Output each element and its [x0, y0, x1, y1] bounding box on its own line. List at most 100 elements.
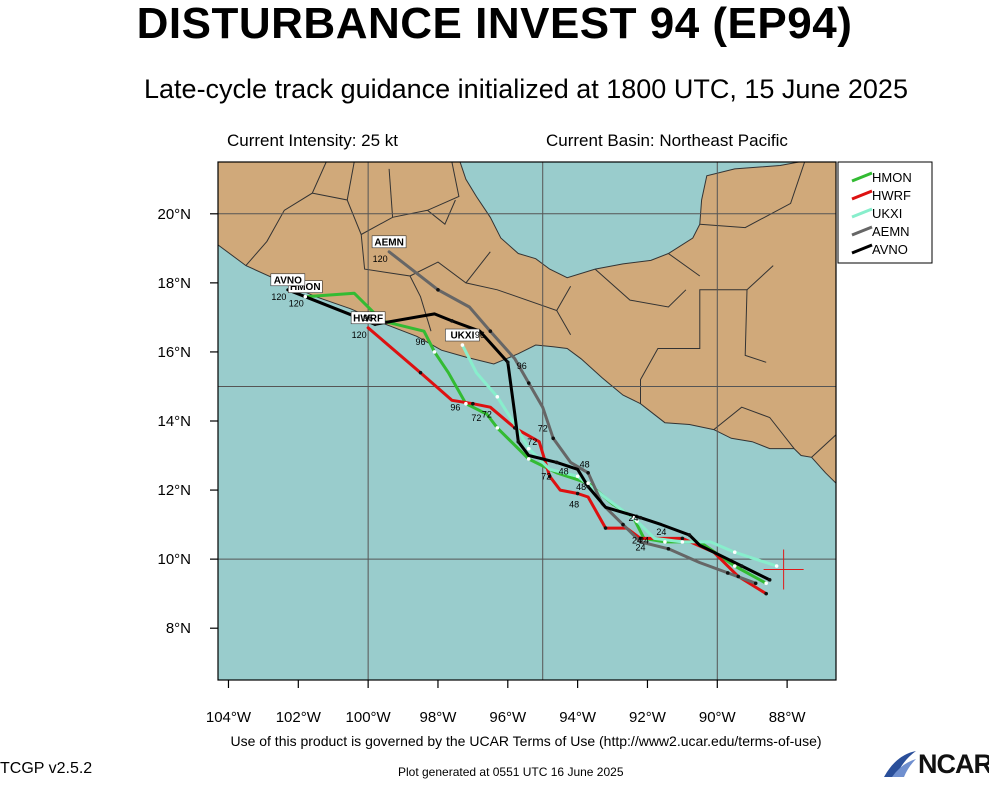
track-point-aemn: [586, 471, 590, 475]
track-point-aemn: [526, 381, 531, 385]
track-point-hmon: [631, 515, 636, 520]
legend-label-ukxi: UKXI: [872, 206, 902, 221]
track-point-ukxi: [575, 474, 580, 479]
track-point-ukxi: [495, 395, 500, 399]
track-point-ukxi: [460, 343, 465, 347]
track-point-hwrf: [736, 574, 741, 579]
track-end-label-box: [445, 328, 480, 342]
border-line: [388, 168, 394, 218]
x-tick-label: 102°W: [276, 709, 322, 726]
track-point-avno: [450, 319, 454, 323]
page-subtitle: Late-cycle track guidance initialized at…: [144, 74, 908, 104]
track-point-aemn: [551, 436, 555, 441]
forecast-hour-label: 72: [482, 410, 492, 420]
track-point-ukxi: [774, 564, 779, 568]
forecast-hour-label: 48: [569, 499, 579, 509]
track-point-hmon: [303, 294, 308, 299]
track-end-label: UKXI: [450, 331, 474, 342]
track-point-hmon: [764, 581, 768, 586]
legend-label-aemn: AEMN: [872, 224, 910, 239]
border-line: [556, 286, 572, 311]
track-point-ukxi: [526, 446, 531, 451]
y-tick-label: 10°N: [157, 551, 191, 568]
ncar-logo: NCAR: [882, 747, 989, 780]
track-point-ukxi: [680, 540, 685, 544]
track-end-label: HWRF: [353, 313, 383, 324]
forecast-hour-label: 72: [527, 437, 537, 447]
border-line: [594, 268, 687, 308]
x-tick-label: 88°W: [769, 709, 807, 726]
x-tick-label: 104°W: [206, 709, 252, 726]
track-end-label: HMON: [290, 282, 321, 293]
legend-label-hmon: HMON: [872, 170, 912, 185]
border-line: [699, 162, 806, 229]
track-point-hwrf: [680, 536, 685, 541]
track-point-avno: [586, 484, 590, 489]
track-point-hwrf: [418, 370, 423, 375]
ncar-logo-icon: [884, 751, 916, 777]
track-point-ukxi: [635, 519, 639, 523]
forecast-hour-label: 96: [475, 330, 485, 340]
track-point-hmon: [586, 481, 590, 485]
forecast-hour-label: 96: [363, 313, 373, 323]
y-tick-label: 16°N: [157, 344, 191, 361]
track-point-avno: [687, 533, 692, 537]
track-end-hour: 120: [289, 299, 304, 309]
track-end-hour: 120: [271, 292, 286, 302]
ncar-logo-text: NCAR: [918, 749, 989, 779]
border-line: [811, 434, 836, 458]
y-tick-label: 8°N: [166, 620, 191, 637]
forecast-hour-label: 24: [628, 513, 638, 523]
track-end-label-box: [270, 273, 306, 287]
border-line: [409, 261, 572, 335]
track-point-hwrf: [575, 491, 580, 496]
model-tracks: [286, 250, 804, 596]
track-point-hmon: [495, 426, 500, 430]
y-tick-label: 12°N: [157, 482, 191, 499]
forecast-hour-label: 24: [656, 527, 666, 537]
track-point-aemn: [488, 329, 493, 334]
legend-swatch-aemn: [851, 225, 873, 237]
border-line: [713, 406, 795, 449]
track-aemn: [387, 250, 758, 585]
border-line: [346, 162, 355, 201]
track-point-hmon: [464, 401, 468, 406]
track-point-avno: [739, 564, 744, 568]
track-point-aemn: [725, 571, 730, 575]
track-point-avno: [638, 515, 643, 520]
track-point-aemn: [753, 581, 758, 586]
track-point-hmon: [663, 540, 667, 544]
legend-label-hwrf: HWRF: [872, 188, 911, 203]
terms-of-use-text: Use of this product is governed by the U…: [230, 733, 822, 749]
legend-swatch-hmon: [851, 171, 873, 183]
political-borders: [245, 162, 836, 458]
legend-swatch-avno: [851, 243, 873, 255]
page-title: DISTURBANCE INVEST 94 (EP94): [136, 0, 853, 48]
forecast-hour-label: 72: [471, 413, 481, 423]
border-line: [245, 162, 327, 266]
forecast-hour-label: 24: [639, 536, 649, 546]
forecast-hour-label: 96: [450, 403, 460, 413]
track-point-avno: [505, 360, 510, 365]
track-point-ukxi: [732, 550, 737, 555]
track-end-label: AVNO: [274, 275, 302, 286]
track-hmon: [303, 291, 768, 585]
x-tick-label: 98°W: [420, 709, 458, 726]
track-point-hwrf: [764, 591, 768, 596]
border-line: [668, 253, 701, 277]
y-tick-label: 18°N: [157, 275, 191, 292]
border-line: [427, 199, 456, 225]
x-tick-label: 92°W: [629, 709, 667, 726]
axes: 104°W 102°W 100°W 98°W 96°W 94°W 92°W 90°W 88°W 8…: [157, 206, 806, 726]
forecast-hour-label: 48: [559, 467, 569, 477]
x-tick-label: 96°W: [489, 709, 527, 726]
y-tick-label: 20°N: [157, 206, 191, 223]
legend-swatch-hwrf: [851, 189, 873, 201]
y-tick-label: 14°N: [157, 413, 191, 430]
track-point-hwrf: [638, 536, 643, 541]
track-end-label-box: [350, 311, 386, 325]
track-point-hmon: [432, 350, 437, 354]
track-end-label-box: [371, 235, 407, 249]
